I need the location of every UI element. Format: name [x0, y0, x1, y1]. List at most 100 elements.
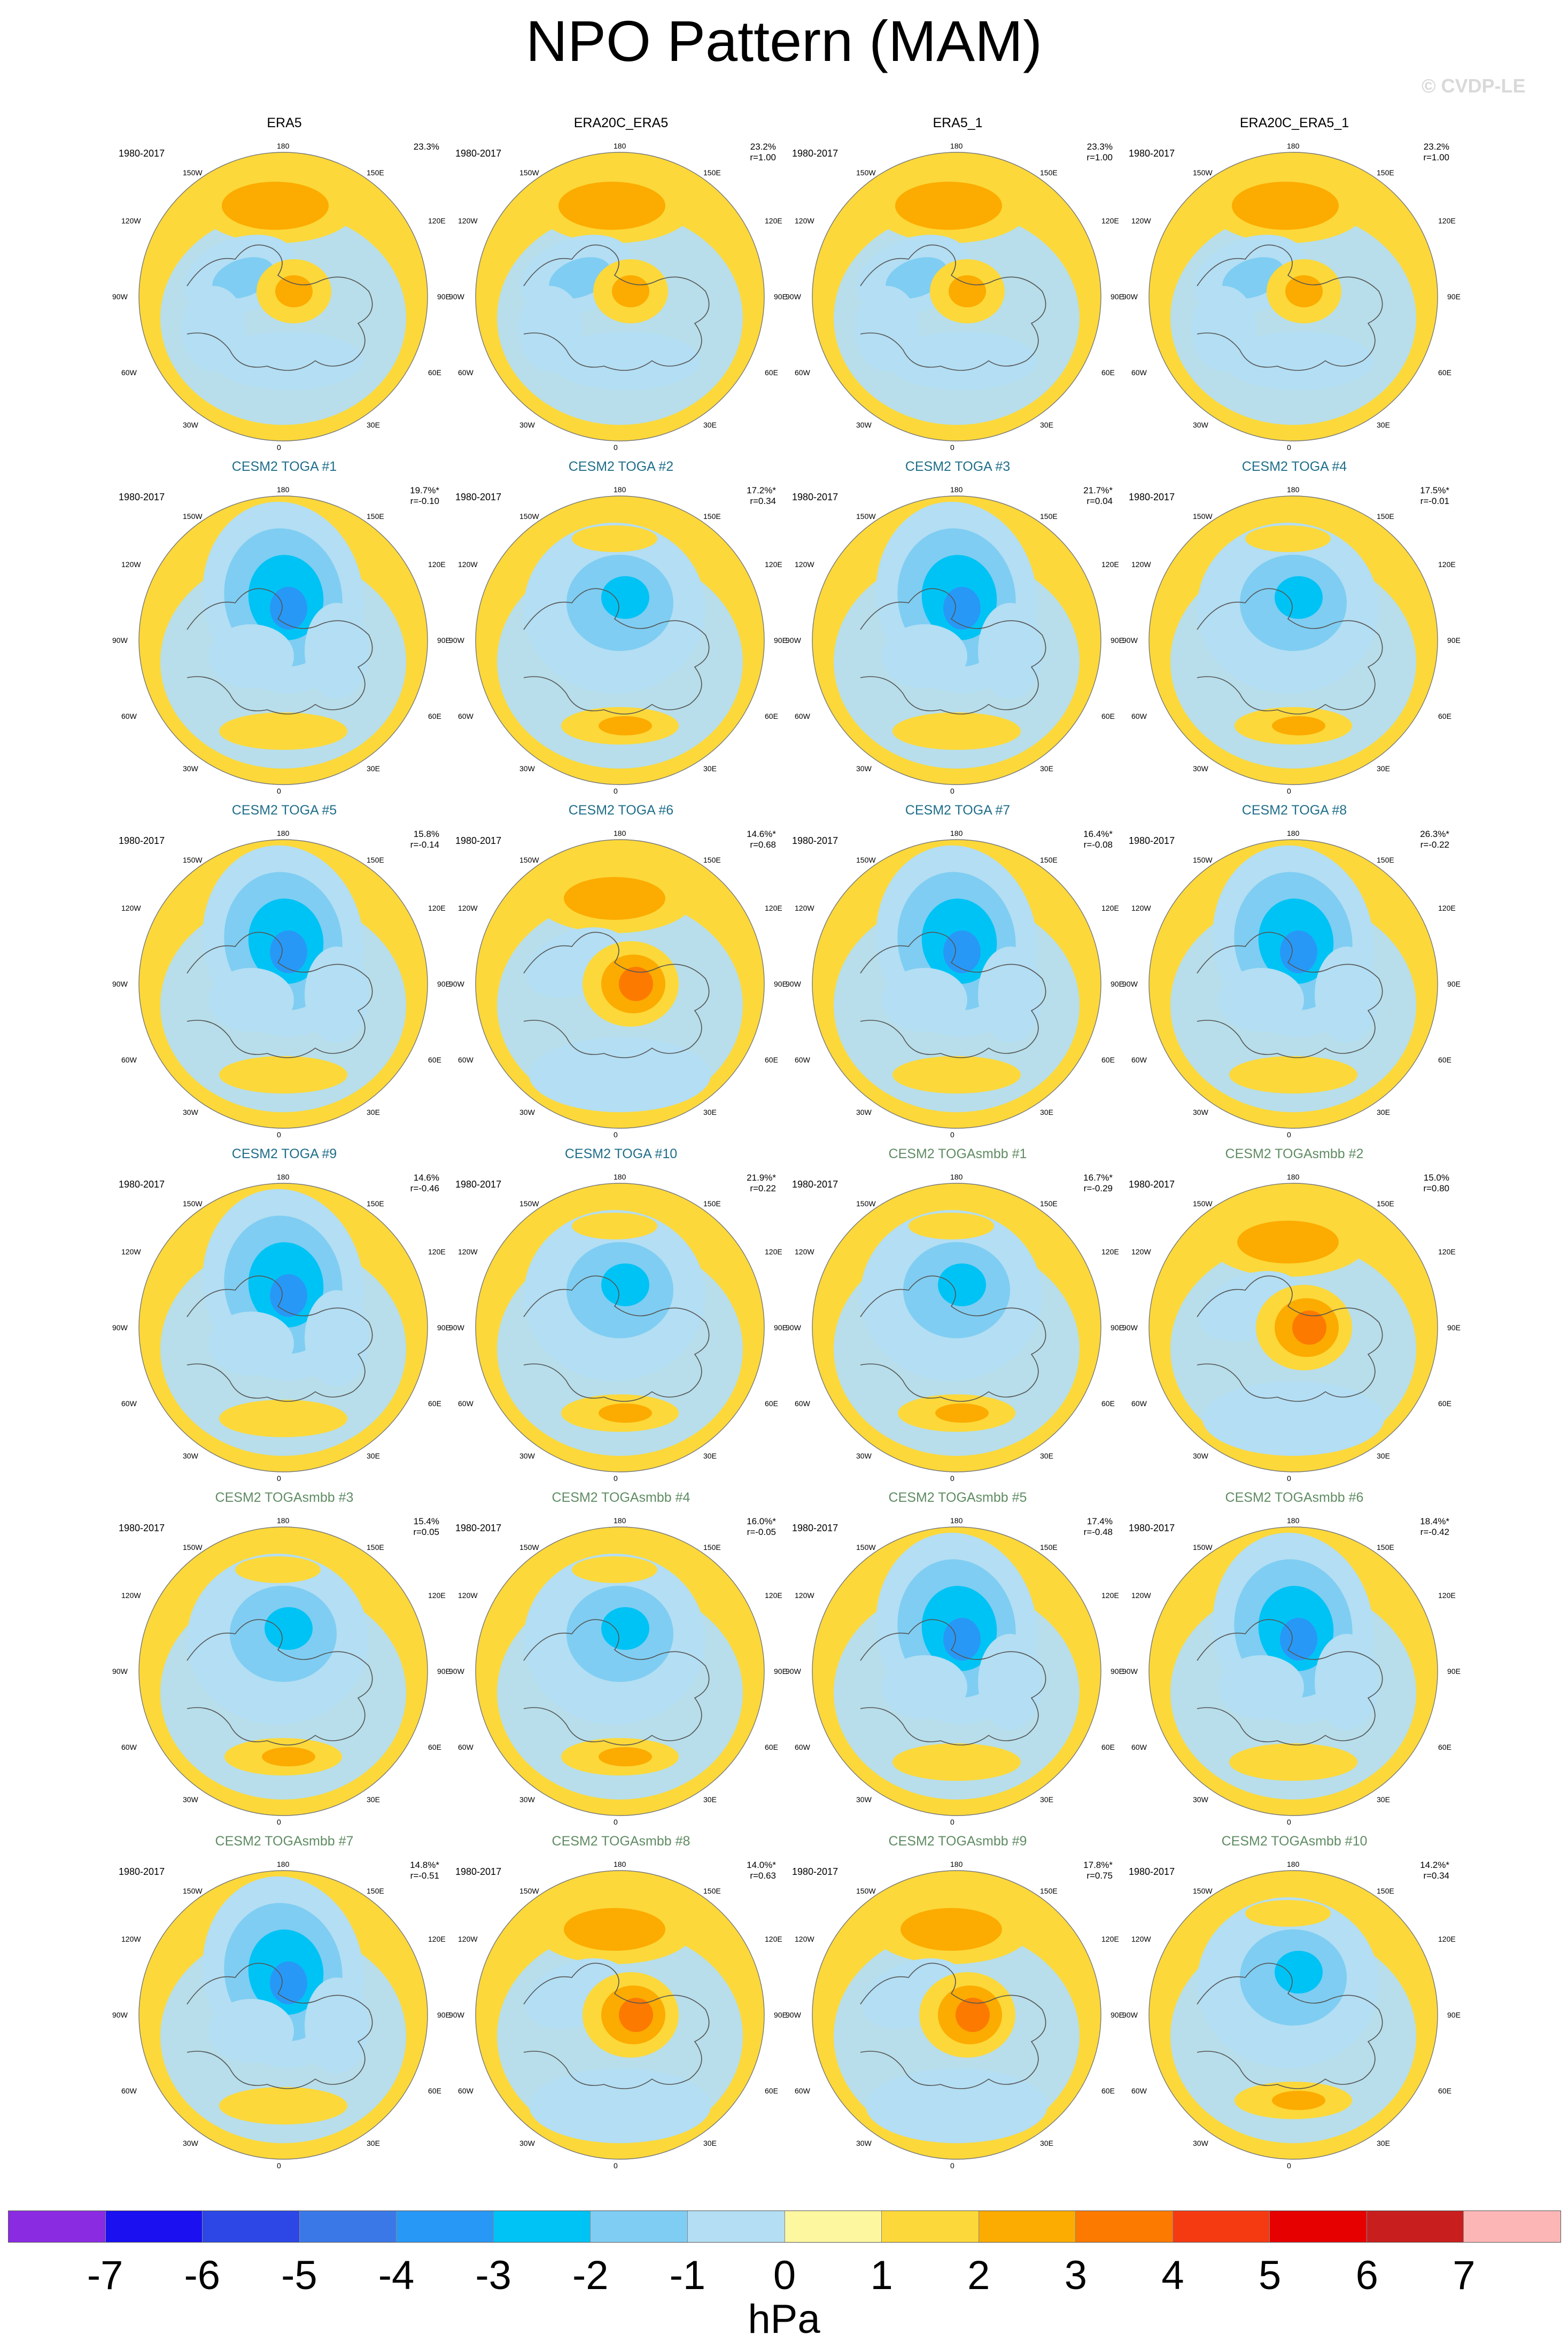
polar-map: [1148, 1526, 1438, 1816]
longitude-label: 150W: [519, 512, 539, 521]
longitude-label: 150E: [367, 512, 384, 521]
map-panel: CESM2 TOGA #4 1980-2017 17.5%* r=-0.01 180 0 1…: [1122, 459, 1461, 801]
variance-stats: 19.7%* r=-0.10: [410, 485, 439, 507]
map-panel: CESM2 TOGAsmbb #4 1980-2017 16.0%* r=-0.05 1…: [449, 1490, 787, 1832]
variance-percent: 15.8%: [413, 829, 439, 839]
variance-stats: 18.4%* r=-0.42: [1420, 1516, 1449, 1538]
longitude-label: 90W: [786, 1667, 801, 1676]
polar-map: [138, 1526, 428, 1816]
panel-title: CESM2 TOGAsmbb #7: [215, 1834, 354, 1849]
polar-map: [475, 152, 765, 441]
pattern-correlation: r=-0.42: [1420, 1527, 1449, 1537]
longitude-label: 120W: [1131, 1591, 1151, 1600]
variance-percent: 21.7%*: [1083, 485, 1113, 495]
longitude-label: 60E: [1101, 368, 1115, 377]
map-panel: CESM2 TOGAsmbb #9 1980-2017 17.8%* r=0.75 18…: [786, 1833, 1124, 2175]
longitude-label: 150E: [1040, 512, 1058, 521]
variance-percent: 16.4%*: [1083, 829, 1113, 839]
longitude-label: 90W: [449, 1323, 464, 1332]
polar-map: [1148, 1183, 1438, 1472]
longitude-label: 30E: [367, 2139, 380, 2147]
period-label: 1980-2017: [119, 835, 165, 846]
variance-percent: 14.6%*: [747, 829, 776, 839]
longitude-label: 90W: [112, 980, 128, 988]
longitude-label: 30W: [856, 1108, 872, 1116]
longitude-label: 120W: [458, 1591, 478, 1600]
longitude-label: 30E: [1377, 1795, 1390, 1804]
longitude-label: 150W: [1193, 512, 1213, 521]
panel-title: CESM2 TOGAsmbb #10: [1221, 1834, 1368, 1849]
period-label: 1980-2017: [119, 148, 165, 159]
longitude-label: 150W: [856, 1543, 876, 1552]
longitude-label: 180: [614, 485, 626, 494]
longitude-label: 30W: [1193, 764, 1208, 773]
map-panel: CESM2 TOGA #1 1980-2017 19.7%* r=-0.10 180 0 1…: [112, 459, 451, 801]
longitude-label: 90W: [1122, 2011, 1138, 2019]
longitude-label: 30W: [856, 764, 872, 773]
longitude-label: 0: [277, 443, 281, 452]
variance-percent: 15.4%: [413, 1516, 439, 1526]
variance-stats: 23.3% r=1.00: [1086, 142, 1113, 163]
longitude-label: 150E: [1377, 1199, 1394, 1208]
longitude-label: 120E: [1101, 216, 1119, 225]
longitude-label: 180: [1287, 485, 1300, 494]
longitude-label: 60W: [121, 1743, 137, 1751]
longitude-label: 150E: [703, 512, 721, 521]
polar-map: [475, 1870, 765, 2160]
polar-map: [475, 1526, 765, 1816]
longitude-label: 120E: [1438, 1935, 1456, 1943]
longitude-label: 90E: [774, 1667, 787, 1676]
longitude-label: 60E: [428, 2087, 441, 2095]
polar-map: [1148, 152, 1438, 441]
colorbar-tick-label: -2: [572, 2253, 609, 2298]
variance-percent: 17.2%*: [747, 485, 776, 495]
longitude-label: 30E: [1040, 764, 1053, 773]
longitude-label: 30E: [703, 1452, 717, 1460]
colorbar-swatch: [1464, 2211, 1561, 2243]
longitude-label: 120E: [1438, 560, 1456, 569]
longitude-label: 180: [277, 485, 290, 494]
longitude-label: 30W: [1193, 1108, 1208, 1116]
map-panel: ERA20C_ERA5_1 1980-2017 23.2% r=1.00 180 0 150…: [1122, 115, 1461, 457]
longitude-label: 90E: [1111, 636, 1124, 645]
longitude-label: 0: [950, 787, 954, 795]
longitude-label: 180: [950, 829, 963, 837]
longitude-label: 90W: [1122, 292, 1138, 301]
map-panel: CESM2 TOGA #8 1980-2017 26.3%* r=-0.22 180 0 1…: [1122, 802, 1461, 1144]
longitude-label: 150W: [519, 1887, 539, 1895]
longitude-label: 30E: [1377, 421, 1390, 429]
longitude-label: 60W: [1131, 2087, 1147, 2095]
colorbar-tick-label: -7: [87, 2253, 123, 2298]
longitude-label: 60W: [1131, 1743, 1147, 1751]
longitude-label: 120W: [795, 1591, 814, 1600]
colorbar-tick-label: 2: [967, 2253, 990, 2298]
map-panel: CESM2 TOGA #2 1980-2017 17.2%* r=0.34 180 0 15…: [449, 459, 787, 801]
longitude-label: 60E: [1438, 2087, 1451, 2095]
colorbar-tick-label: 0: [773, 2253, 796, 2298]
variance-percent: 23.2%: [750, 142, 776, 152]
panel-title: CESM2 TOGAsmbb #8: [552, 1834, 690, 1849]
longitude-label: 150W: [856, 1887, 876, 1895]
longitude-label: 0: [950, 1474, 954, 1483]
longitude-label: 120E: [1438, 1247, 1456, 1256]
period-label: 1980-2017: [455, 1179, 502, 1190]
panel-title: CESM2 TOGA #9: [231, 1146, 337, 1161]
longitude-label: 120W: [795, 560, 814, 569]
map-panel: ERA5_1 1980-2017 23.3% r=1.00 180 0 150W 150E 12…: [786, 115, 1124, 457]
longitude-label: 150W: [1193, 856, 1213, 864]
variance-percent: 23.2%: [1423, 142, 1449, 152]
longitude-label: 60W: [458, 1399, 473, 1408]
longitude-label: 30W: [519, 421, 535, 429]
period-label: 1980-2017: [119, 1523, 165, 1533]
longitude-label: 180: [277, 142, 290, 150]
longitude-label: 30W: [183, 2139, 198, 2147]
colorbar: [8, 2211, 1561, 2243]
longitude-label: 90E: [437, 2011, 451, 2019]
variance-percent: 14.0%*: [747, 1860, 776, 1870]
longitude-label: 60W: [795, 1743, 810, 1751]
variance-stats: 23.2% r=1.00: [1423, 142, 1449, 163]
longitude-label: 150W: [856, 856, 876, 864]
variance-stats: 17.8%* r=0.75: [1083, 1860, 1113, 1881]
longitude-label: 0: [277, 2161, 281, 2170]
map-panel: ERA20C_ERA5 1980-2017 23.2% r=1.00 180 0 150W 1…: [449, 115, 787, 457]
